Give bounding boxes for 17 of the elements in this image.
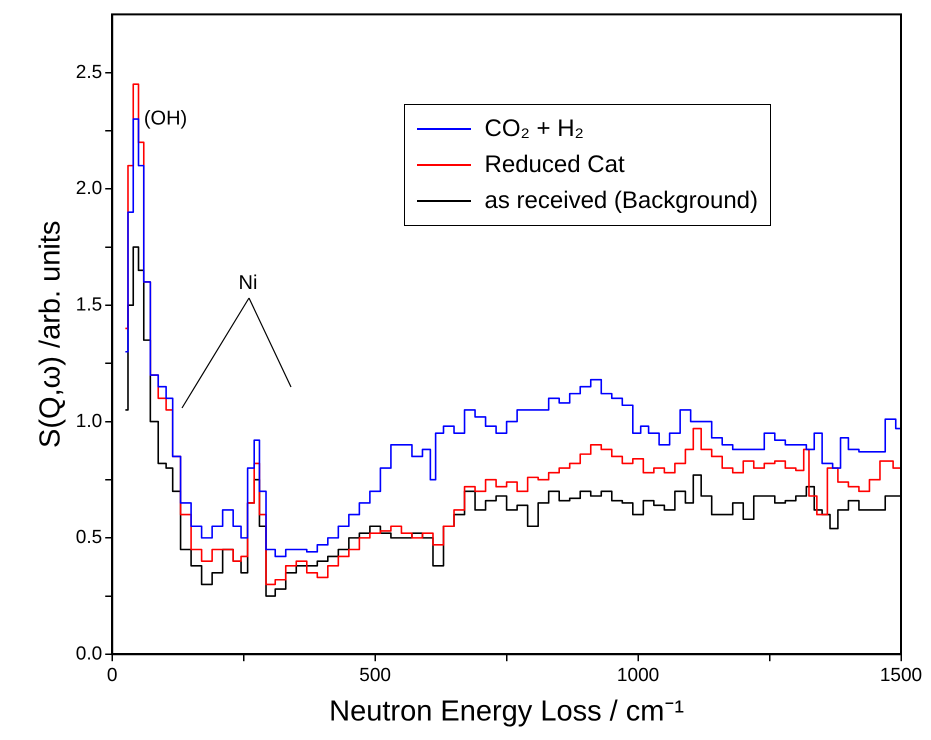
x-axis-title: Neutron Energy Loss / cm⁻¹ bbox=[329, 696, 684, 728]
annotation: (OH) bbox=[144, 108, 188, 130]
y-axis-title: S(Q,ω) /arb. units bbox=[34, 220, 66, 448]
y-tick-label: 1.5 bbox=[76, 294, 102, 316]
y-tick-label: 0.0 bbox=[76, 643, 102, 664]
x-tick-label: 0 bbox=[106, 664, 118, 686]
annotation: Ni bbox=[238, 272, 258, 294]
legend-label: as received (Background) bbox=[484, 187, 758, 216]
x-tick-label: 500 bbox=[359, 664, 391, 686]
x-tick-label: 1500 bbox=[880, 664, 922, 686]
y-tick-label: 2.5 bbox=[76, 62, 102, 83]
x-tick-label: 1000 bbox=[616, 664, 660, 686]
y-tick-label: 0.5 bbox=[76, 527, 102, 548]
legend-label: Reduced Cat bbox=[484, 151, 625, 180]
y-tick-label: 1.0 bbox=[76, 410, 102, 432]
legend-label: CO₂ + H₂ bbox=[484, 115, 584, 144]
y-tick-label: 2.0 bbox=[76, 178, 102, 200]
